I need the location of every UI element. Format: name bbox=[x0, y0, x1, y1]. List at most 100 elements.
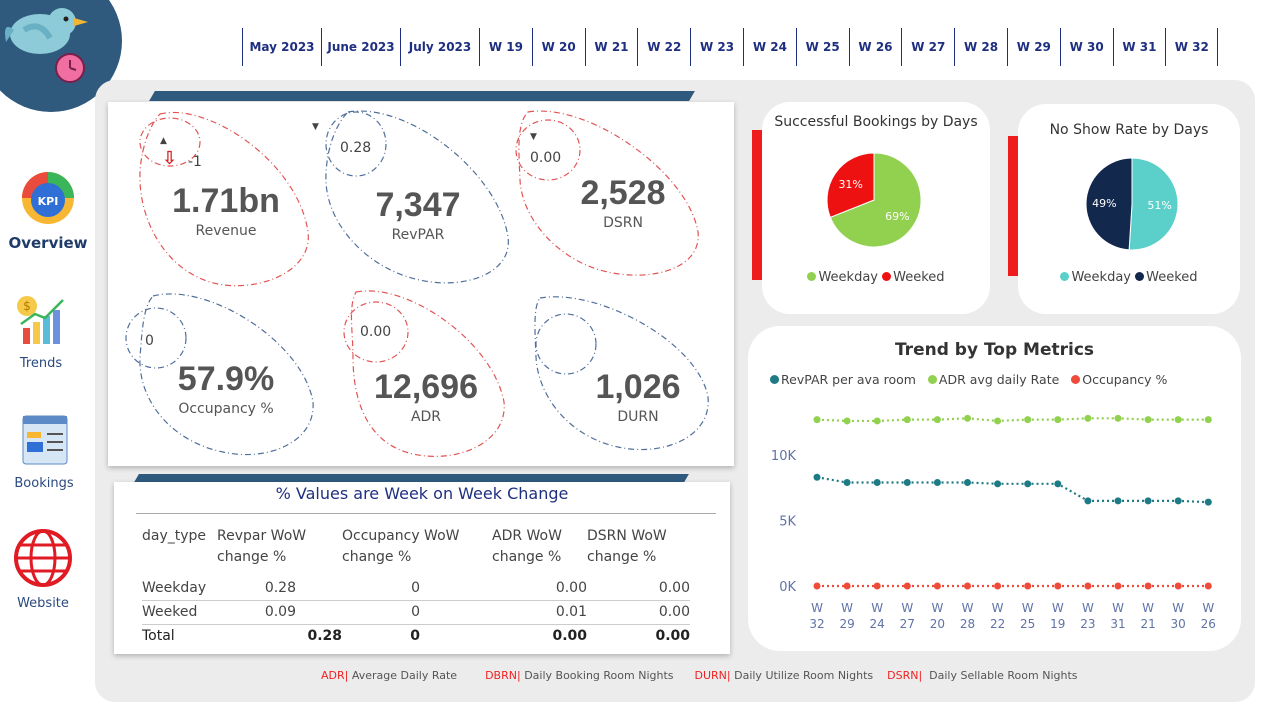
x-tick-label: W 32 bbox=[809, 601, 824, 631]
slicer-w29[interactable]: W 29 bbox=[1006, 28, 1060, 66]
slicer-w30[interactable]: W 30 bbox=[1059, 28, 1113, 66]
legend-weekday[interactable]: Weekday bbox=[807, 270, 878, 285]
data-point[interactable] bbox=[873, 582, 881, 590]
data-point[interactable] bbox=[1084, 497, 1092, 505]
pie-slice-weekday[interactable] bbox=[1128, 157, 1179, 251]
pie-slice-weeked[interactable] bbox=[1085, 157, 1133, 251]
data-point[interactable] bbox=[1204, 498, 1212, 506]
trend-title: Trend by Top Metrics bbox=[894, 340, 1095, 360]
slicer-w25[interactable]: W 25 bbox=[795, 28, 849, 66]
slicer-june-2023[interactable]: June 2023 bbox=[321, 28, 400, 66]
legend-revpar[interactable]: RevPAR per ava room bbox=[770, 372, 916, 387]
nav-bookings-label: Bookings bbox=[14, 476, 74, 491]
slicer-w22[interactable]: W 22 bbox=[637, 28, 690, 66]
down-arrow-icon: ⇩ bbox=[162, 148, 178, 169]
data-point[interactable] bbox=[873, 417, 881, 425]
col-header-occupancy[interactable]: Occupancy WoW change % bbox=[342, 528, 460, 565]
data-point[interactable] bbox=[1024, 416, 1032, 424]
trend-line-chart[interactable]: 10K 5K 0K W 32 W 29 W 24 W 27 W 20 W 28 W 22 W 25 W 19 W 23 W 31… bbox=[748, 326, 1241, 651]
data-point[interactable] bbox=[843, 417, 851, 425]
data-point[interactable] bbox=[1054, 582, 1062, 590]
bookings-pie-chart[interactable]: 69% 31% bbox=[762, 146, 990, 266]
data-point[interactable] bbox=[1054, 480, 1062, 488]
legend-weekday[interactable]: Weekday bbox=[1060, 270, 1131, 285]
slicer-may-2023[interactable]: May 2023 bbox=[242, 28, 321, 66]
data-point[interactable] bbox=[843, 582, 851, 590]
x-tick-label: W 22 bbox=[990, 601, 1005, 631]
col-header-revpar[interactable]: Revpar WoW change % bbox=[217, 528, 307, 565]
nav-trends[interactable]: $ Trends bbox=[6, 294, 76, 371]
data-point[interactable] bbox=[813, 416, 821, 424]
noshow-pie-chart[interactable]: 51% 49% bbox=[1018, 144, 1240, 264]
nav-bookings[interactable]: Bookings bbox=[8, 412, 80, 491]
glossary-text: Daily Utilize Room Nights bbox=[734, 669, 874, 682]
data-point[interactable] bbox=[964, 582, 971, 590]
pie-slice-weeked[interactable] bbox=[826, 152, 875, 218]
data-point[interactable] bbox=[964, 414, 971, 422]
col-header-dsrn[interactable]: DSRN WoW change % bbox=[587, 528, 667, 565]
data-point[interactable] bbox=[903, 479, 911, 487]
data-point[interactable] bbox=[964, 479, 971, 487]
nav-overview[interactable]: KPI Overview bbox=[6, 170, 90, 252]
data-point[interactable] bbox=[1054, 416, 1062, 424]
slicer-w28[interactable]: W 28 bbox=[954, 28, 1007, 66]
data-point[interactable] bbox=[903, 416, 911, 424]
data-point[interactable] bbox=[1204, 416, 1212, 424]
slicer-w20[interactable]: W 20 bbox=[531, 28, 585, 66]
legend-weeked[interactable]: Weeked bbox=[1135, 270, 1198, 285]
glossary-key: DURN| bbox=[694, 669, 731, 682]
noshow-pie-title: No Show Rate by Days bbox=[1049, 122, 1209, 138]
occupancy-value: 57.9% bbox=[177, 360, 275, 398]
slicer-w32[interactable]: W 32 bbox=[1165, 28, 1219, 66]
data-point[interactable] bbox=[1144, 497, 1152, 505]
data-point[interactable] bbox=[873, 479, 881, 487]
col-header-adr[interactable]: ADR WoW change % bbox=[492, 528, 562, 565]
data-point[interactable] bbox=[1114, 582, 1122, 590]
data-point[interactable] bbox=[933, 416, 941, 424]
slicer-w27[interactable]: W 27 bbox=[901, 28, 954, 66]
slicer-w23[interactable]: W 23 bbox=[690, 28, 743, 66]
data-point[interactable] bbox=[1144, 582, 1152, 590]
globe-icon bbox=[14, 529, 72, 587]
data-point[interactable] bbox=[1114, 414, 1122, 422]
slicer-w31[interactable]: W 31 bbox=[1112, 28, 1166, 66]
wow-table: day_type Revpar WoW change % Occupancy W… bbox=[142, 526, 690, 648]
bird-clock-icon bbox=[5, 8, 88, 83]
legend-weeked[interactable]: Weeked bbox=[882, 270, 945, 285]
bookings-pie-legend: Weekday Weeked bbox=[762, 270, 990, 285]
legend-occupancy[interactable]: Occupancy % bbox=[1071, 372, 1167, 387]
slicer-w19[interactable]: W 19 bbox=[479, 28, 532, 66]
data-point[interactable] bbox=[903, 582, 911, 590]
data-point[interactable] bbox=[813, 473, 821, 481]
slicer-w24[interactable]: W 24 bbox=[742, 28, 796, 66]
data-point[interactable] bbox=[994, 582, 1002, 590]
data-point[interactable] bbox=[994, 480, 1002, 488]
cell-revpar: 0.09 bbox=[217, 600, 342, 625]
data-point[interactable] bbox=[1174, 497, 1182, 505]
legend-adr[interactable]: ADR avg daily Rate bbox=[927, 372, 1059, 387]
data-point[interactable] bbox=[1204, 582, 1212, 590]
pie-slice-weekday[interactable] bbox=[829, 152, 922, 248]
data-point[interactable] bbox=[813, 582, 821, 590]
cell-dsrn: 0.00 bbox=[587, 600, 690, 625]
nav-website[interactable]: Website bbox=[8, 528, 78, 611]
data-point[interactable] bbox=[1084, 582, 1092, 590]
data-point[interactable] bbox=[994, 417, 1002, 425]
col-header-day-type[interactable]: day_type bbox=[142, 528, 207, 544]
data-point[interactable] bbox=[1024, 480, 1032, 488]
cell-adr: 0.00 bbox=[492, 577, 587, 601]
slicer-july-2023[interactable]: July 2023 bbox=[400, 28, 479, 66]
data-point[interactable] bbox=[1084, 414, 1092, 422]
data-point[interactable] bbox=[1174, 582, 1182, 590]
slicer-w21[interactable]: W 21 bbox=[584, 28, 638, 66]
data-point[interactable] bbox=[933, 582, 941, 590]
slicer-w26[interactable]: W 26 bbox=[848, 28, 902, 66]
data-point[interactable] bbox=[933, 479, 941, 487]
data-point[interactable] bbox=[1174, 416, 1182, 424]
durn-label: DURN bbox=[617, 409, 659, 425]
data-point[interactable] bbox=[1114, 497, 1122, 505]
nav-website-label: Website bbox=[17, 596, 69, 611]
data-point[interactable] bbox=[1024, 582, 1032, 590]
data-point[interactable] bbox=[843, 479, 851, 487]
data-point[interactable] bbox=[1144, 416, 1152, 424]
